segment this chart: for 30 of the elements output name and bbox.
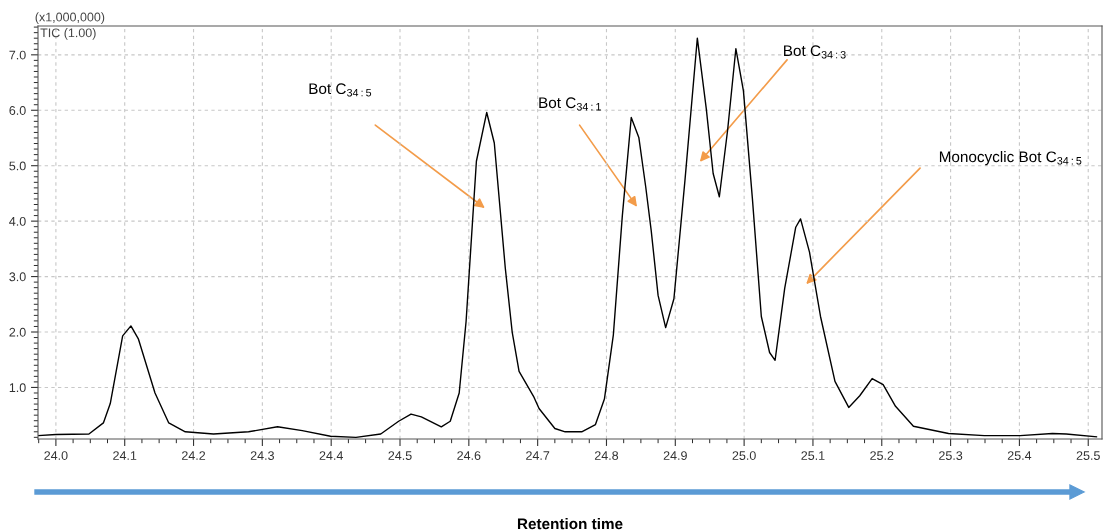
text: (x1,000,000) <box>35 12 105 24</box>
annotation: Bot C$_{34:1}$ <box>539 97 601 111</box>
y-tick-label: 2.0 <box>9 327 26 337</box>
annotation: Bot C$_{34:3}$ <box>784 45 846 59</box>
x-axis-title: Retention time <box>517 518 623 530</box>
x-tick-label: 24.3 <box>250 451 274 460</box>
x-tick-label: 24.5 <box>388 451 412 460</box>
x-tick-label: 25.4 <box>1007 451 1032 460</box>
y-tick-label: 7.0 <box>9 50 26 60</box>
annotation: TIC (1.00) <box>40 28 96 40</box>
x-tick-label: 25.0 <box>732 451 756 460</box>
x-tick-label: 24.2 <box>182 451 206 460</box>
x-tick-label: 24.9 <box>663 451 687 460</box>
x-tick-label: 24.8 <box>594 451 619 460</box>
x-tick-label: 25.1 <box>801 451 825 460</box>
x-tick-label: 24.4 <box>319 451 343 460</box>
annotation: Monocyclic Bot C$_{34:5}$ <box>939 150 1082 166</box>
x-tick-label: 24.0 <box>44 451 68 460</box>
x-tick-label: 24.6 <box>457 451 481 460</box>
y-tick-label: 3.0 <box>9 272 26 282</box>
annotation: Bot C$_{34:5}$ <box>309 83 372 97</box>
y-tick-label: 6.0 <box>9 106 26 115</box>
y-tick-label: 1.0 <box>9 383 26 393</box>
y-tick-label: 5.0 <box>9 161 26 171</box>
x-tick-label: 24.7 <box>526 451 550 460</box>
x-tick-label: 25.5 <box>1076 451 1100 460</box>
x-tick-label: 25.2 <box>870 451 894 460</box>
y-tick-label: 4.0 <box>9 216 26 226</box>
x-tick-label: 24.1 <box>113 451 137 460</box>
x-tick-label: 25.3 <box>939 451 963 460</box>
